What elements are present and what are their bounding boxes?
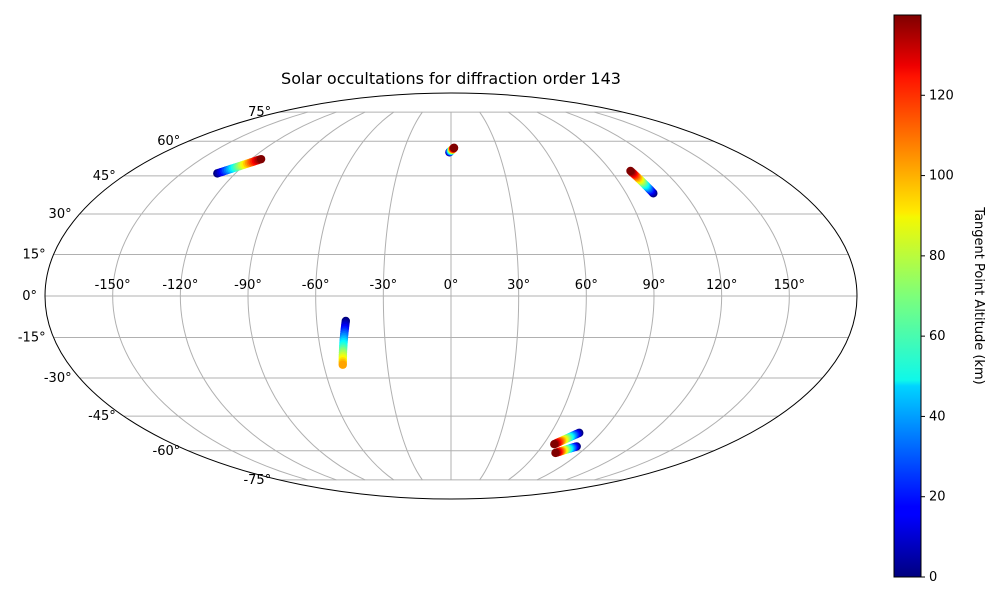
colorbar-tick-label-3: 60 bbox=[929, 329, 946, 344]
latitude-tick-labels: -75° -60° -45° -30° -15° 0° 15° 30° 45° 60° 75° bbox=[18, 105, 271, 488]
point-4-25 bbox=[550, 440, 559, 449]
y-tick-label-7: 30° bbox=[49, 207, 72, 222]
y-tick-label-8: 45° bbox=[93, 169, 116, 184]
colorbar-ticks: 0 20 40 60 80 100 120 bbox=[921, 88, 954, 585]
y-tick-label-5: 0° bbox=[22, 289, 37, 304]
y-tick-label-0: -75° bbox=[243, 473, 271, 488]
y-tick-label-6: 15° bbox=[23, 247, 46, 262]
y-tick-label-10: 75° bbox=[248, 105, 271, 120]
x-tick-label-0: -150° bbox=[95, 278, 131, 293]
map-boundary bbox=[44, 92, 858, 500]
x-tick-label-5: 0° bbox=[444, 278, 459, 293]
longitude-tick-labels: -150° -120° -90° -60° -30° 0° 30° 60° 90° 120° 150… bbox=[95, 278, 805, 293]
colorbar-tick-label-4: 80 bbox=[929, 249, 946, 264]
y-tick-label-4: -15° bbox=[18, 331, 46, 346]
point-2-25 bbox=[626, 166, 635, 176]
x-tick-label-10: 150° bbox=[774, 278, 805, 293]
x-tick-label-8: 90° bbox=[642, 278, 665, 293]
point-3-25 bbox=[338, 360, 347, 369]
colorbar-tick-label-1: 20 bbox=[929, 490, 946, 505]
point-5-25 bbox=[551, 448, 560, 458]
colorbar bbox=[893, 14, 922, 578]
x-tick-label-9: 120° bbox=[706, 278, 737, 293]
chart-title: Solar occultations for diffraction order… bbox=[281, 69, 621, 88]
y-tick-label-2: -45° bbox=[88, 409, 116, 424]
colorbar-tick-label-2: 40 bbox=[929, 409, 946, 424]
x-tick-label-4: -30° bbox=[369, 278, 397, 293]
x-tick-label-7: 60° bbox=[575, 278, 598, 293]
point-1-25 bbox=[449, 143, 459, 152]
point-0-25 bbox=[256, 154, 266, 164]
colorbar-label: Tangent Point Altitude (km) bbox=[971, 206, 986, 384]
occultation-points bbox=[213, 143, 658, 458]
y-tick-label-9: 60° bbox=[157, 134, 180, 149]
x-tick-label-2: -90° bbox=[234, 278, 262, 293]
colorbar-tick-label-0: 0 bbox=[929, 570, 937, 585]
y-tick-label-1: -60° bbox=[153, 444, 181, 459]
x-tick-label-3: -60° bbox=[302, 278, 330, 293]
x-tick-label-6: 30° bbox=[507, 278, 530, 293]
map-grid bbox=[45, 111, 857, 481]
x-tick-label-1: -120° bbox=[162, 278, 198, 293]
colorbar-tick-label-6: 120 bbox=[929, 88, 954, 103]
y-tick-label-3: -30° bbox=[44, 371, 72, 386]
colorbar-tick-label-5: 100 bbox=[929, 169, 954, 184]
